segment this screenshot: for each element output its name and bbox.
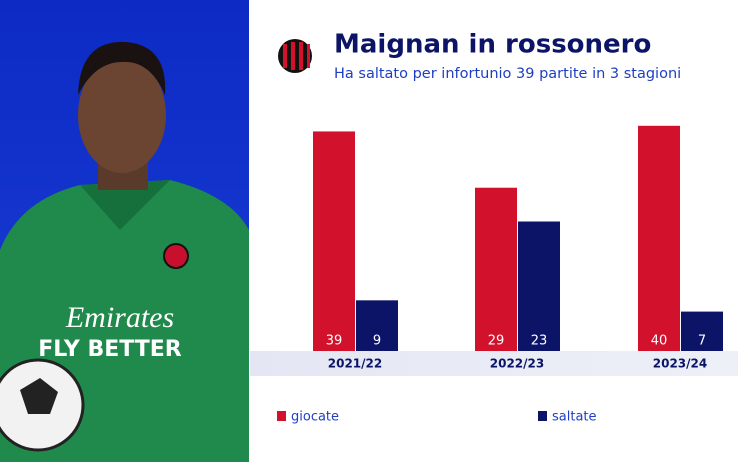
bar — [356, 300, 398, 351]
x-tick-label: 2021/22 — [328, 357, 382, 371]
category-strip — [250, 351, 738, 376]
bar — [475, 187, 517, 351]
jersey-sponsor: Emirates — [65, 301, 174, 334]
club-logo — [278, 39, 312, 73]
value-label: 39 — [326, 334, 343, 349]
legend-swatch — [277, 411, 286, 421]
value-label: 7 — [698, 334, 706, 349]
legend-label: giocate — [291, 410, 339, 425]
x-tick-label: 2023/24 — [653, 357, 707, 371]
value-label: 23 — [531, 334, 548, 349]
bar — [518, 221, 560, 351]
value-label: 40 — [651, 334, 668, 349]
player-photo: Emirates FLY BETTER — [0, 0, 249, 462]
value-label: 9 — [373, 334, 381, 349]
jersey-slogan: FLY BETTER — [38, 337, 182, 362]
bar — [681, 311, 723, 351]
value-label: 29 — [488, 334, 505, 349]
bar — [313, 131, 355, 351]
chart-subtitle: Ha saltato per infortunio 39 partite in … — [334, 66, 681, 82]
chart-title: Maignan in rossonero — [334, 30, 651, 60]
bar — [638, 125, 680, 351]
legend-swatch — [538, 411, 547, 421]
legend-label: saltate — [552, 410, 597, 425]
x-tick-label: 2022/23 — [490, 357, 544, 371]
